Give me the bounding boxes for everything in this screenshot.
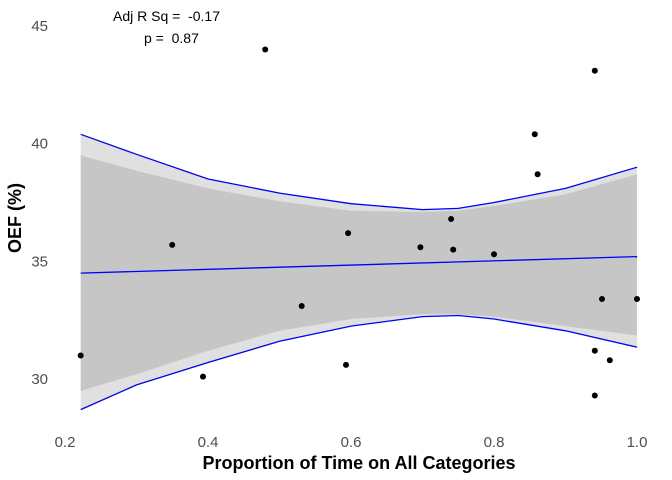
data-point bbox=[591, 67, 598, 74]
data-point bbox=[450, 246, 457, 253]
x-tick-label: 1.0 bbox=[627, 434, 648, 451]
fit-lines-layer bbox=[80, 133, 638, 411]
upper-band-line bbox=[80, 133, 638, 211]
data-point bbox=[169, 241, 176, 248]
data-point bbox=[345, 230, 352, 237]
data-point bbox=[491, 251, 497, 258]
data-point bbox=[606, 357, 613, 364]
y-tick-label: 35 bbox=[31, 253, 48, 270]
x-axis-ticks: 0.2 0.4 0.6 0.8 1.0 bbox=[55, 434, 648, 451]
p-value-annotation: p = 0.87 bbox=[144, 30, 199, 46]
x-tick-label: 0.4 bbox=[198, 434, 219, 451]
x-tick-label: 0.2 bbox=[55, 434, 76, 451]
data-point bbox=[417, 244, 424, 251]
data-point bbox=[634, 296, 640, 302]
data-point bbox=[200, 373, 206, 380]
data-point bbox=[298, 303, 305, 309]
x-tick-label: 0.6 bbox=[341, 434, 362, 451]
data-point bbox=[343, 361, 349, 368]
inner-confidence-band bbox=[80, 155, 637, 391]
inner-confidence-band-layer bbox=[80, 155, 637, 391]
data-points-layer bbox=[77, 46, 640, 399]
y-tick-label: 40 bbox=[31, 136, 48, 153]
y-tick-label: 30 bbox=[31, 371, 48, 388]
data-point bbox=[599, 296, 605, 302]
lower-band-line bbox=[80, 314, 638, 411]
y-axis-ticks: 30 35 40 45 bbox=[31, 18, 48, 388]
data-point bbox=[591, 347, 598, 354]
data-point bbox=[531, 131, 538, 138]
y-tick-label: 45 bbox=[31, 18, 48, 35]
data-point bbox=[591, 392, 598, 399]
y-axis-label: OEF (%) bbox=[5, 183, 25, 253]
x-axis-label: Proportion of Time on All Categories bbox=[202, 453, 515, 473]
data-point bbox=[77, 352, 84, 359]
x-tick-label: 0.8 bbox=[484, 434, 505, 451]
adj-r-squared-annotation: Adj R Sq = -0.17 bbox=[113, 8, 220, 24]
data-point bbox=[448, 216, 455, 222]
data-point bbox=[534, 171, 541, 178]
data-point bbox=[262, 46, 269, 53]
regression-line bbox=[80, 255, 638, 274]
